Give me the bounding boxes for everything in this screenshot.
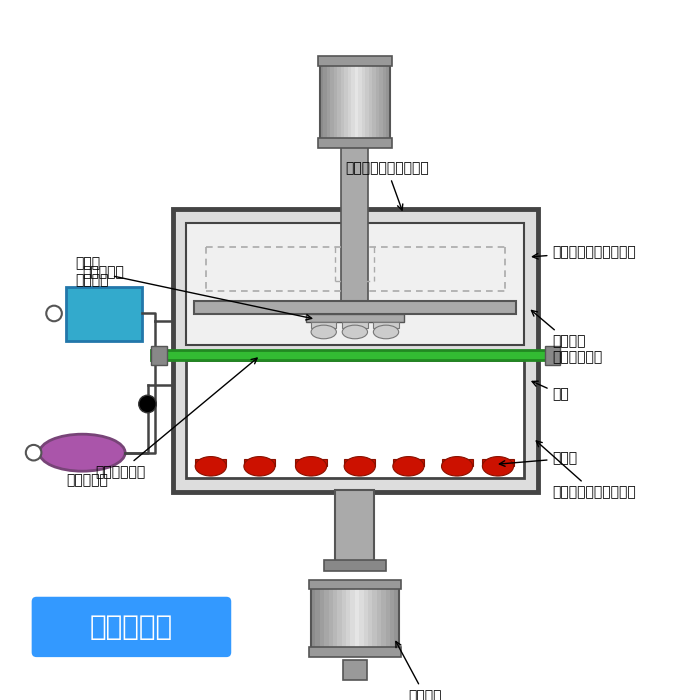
Bar bbox=[346, 582, 351, 654]
Bar bbox=[328, 582, 333, 654]
Bar bbox=[355, 582, 359, 654]
Text: 基材: 基材 bbox=[532, 382, 569, 401]
Bar bbox=[382, 582, 386, 654]
Bar bbox=[442, 458, 472, 466]
Bar bbox=[386, 58, 390, 146]
Bar bbox=[545, 346, 560, 365]
Bar bbox=[173, 209, 538, 491]
Bar bbox=[372, 582, 377, 654]
Bar bbox=[365, 58, 369, 146]
Bar bbox=[386, 582, 390, 654]
Bar bbox=[323, 58, 327, 146]
Ellipse shape bbox=[244, 456, 275, 476]
Ellipse shape bbox=[295, 456, 327, 476]
Bar bbox=[341, 136, 368, 303]
Bar bbox=[311, 322, 337, 328]
Bar bbox=[186, 360, 524, 478]
Bar bbox=[393, 458, 424, 466]
Bar bbox=[327, 58, 330, 146]
Bar bbox=[394, 582, 399, 654]
Bar bbox=[482, 458, 514, 466]
Ellipse shape bbox=[26, 445, 41, 461]
Ellipse shape bbox=[195, 456, 226, 476]
Ellipse shape bbox=[482, 456, 514, 476]
Text: 表皮フィルム: 表皮フィルム bbox=[95, 358, 257, 479]
Bar bbox=[368, 582, 372, 654]
Bar bbox=[337, 582, 342, 654]
Ellipse shape bbox=[393, 456, 424, 476]
Bar bbox=[335, 490, 375, 563]
Bar bbox=[295, 458, 327, 466]
Ellipse shape bbox=[311, 325, 337, 339]
Bar bbox=[306, 314, 403, 322]
Bar bbox=[320, 58, 390, 146]
Circle shape bbox=[139, 395, 156, 413]
Bar bbox=[379, 58, 383, 146]
Bar bbox=[330, 58, 334, 146]
Bar bbox=[333, 582, 337, 654]
Bar bbox=[362, 58, 365, 146]
Text: 受治具
セット台: 受治具 セット台 bbox=[76, 256, 312, 320]
Bar bbox=[351, 58, 355, 146]
Bar bbox=[390, 582, 394, 654]
Ellipse shape bbox=[442, 456, 472, 476]
Bar bbox=[348, 58, 351, 146]
Bar bbox=[334, 58, 337, 146]
Ellipse shape bbox=[373, 325, 399, 339]
Bar bbox=[377, 582, 382, 654]
Bar bbox=[316, 582, 320, 654]
Bar bbox=[66, 287, 141, 341]
Bar bbox=[324, 582, 328, 654]
Bar bbox=[358, 58, 362, 146]
Text: 真空タンク: 真空タンク bbox=[83, 265, 125, 279]
Bar bbox=[151, 346, 167, 365]
Bar bbox=[244, 458, 275, 466]
Bar bbox=[369, 58, 372, 146]
Bar bbox=[344, 458, 375, 466]
Bar bbox=[373, 322, 399, 328]
Ellipse shape bbox=[46, 306, 62, 321]
Bar bbox=[151, 351, 559, 360]
Bar bbox=[341, 58, 344, 146]
Text: テーブル
（上昇位置）: テーブル （上昇位置） bbox=[531, 310, 603, 365]
Bar bbox=[376, 58, 379, 146]
FancyBboxPatch shape bbox=[32, 597, 231, 657]
Bar bbox=[343, 660, 367, 680]
Ellipse shape bbox=[342, 325, 368, 339]
Bar bbox=[342, 322, 368, 328]
Bar bbox=[309, 648, 400, 657]
Bar bbox=[372, 58, 376, 146]
Bar bbox=[311, 582, 399, 654]
Bar bbox=[337, 58, 341, 146]
Bar bbox=[342, 582, 346, 654]
Bar bbox=[383, 58, 386, 146]
Bar bbox=[318, 138, 392, 148]
Bar bbox=[351, 582, 355, 654]
Bar bbox=[186, 223, 524, 344]
Text: 駆動装置: 駆動装置 bbox=[396, 641, 442, 700]
Bar bbox=[320, 58, 323, 146]
Ellipse shape bbox=[39, 434, 125, 471]
Text: 機械の構造: 機械の構造 bbox=[90, 613, 172, 641]
Bar bbox=[320, 582, 324, 654]
Bar bbox=[194, 301, 517, 314]
Bar bbox=[363, 582, 368, 654]
Bar bbox=[355, 58, 358, 146]
Bar bbox=[311, 582, 316, 654]
Text: 下チャンバーボックス: 下チャンバーボックス bbox=[345, 162, 429, 210]
Bar bbox=[318, 57, 392, 66]
Bar bbox=[344, 58, 348, 146]
Bar bbox=[309, 580, 400, 589]
Text: 圧空タンク: 圧空タンク bbox=[66, 473, 108, 486]
Bar bbox=[359, 582, 363, 654]
Ellipse shape bbox=[344, 456, 375, 476]
Text: テーブル（下降位置）: テーブル（下降位置） bbox=[533, 245, 636, 259]
Bar bbox=[195, 458, 226, 466]
Text: 上チャンバーボックス: 上チャンバーボックス bbox=[536, 441, 636, 500]
FancyBboxPatch shape bbox=[3, 0, 697, 688]
Text: ヒータ: ヒータ bbox=[499, 452, 578, 466]
Bar bbox=[323, 560, 386, 571]
